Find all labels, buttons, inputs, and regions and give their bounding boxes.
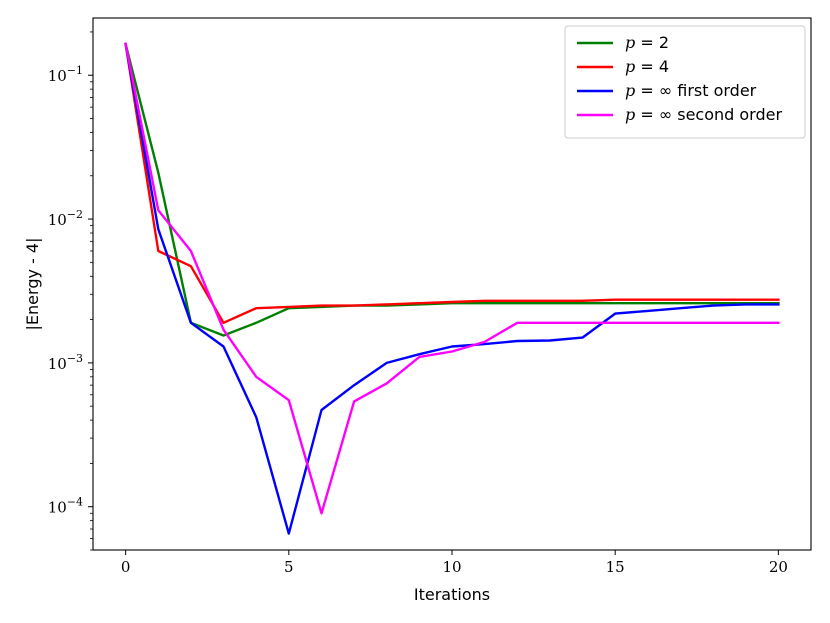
x-tick-label: 5 bbox=[284, 558, 294, 576]
legend: p = 2 p = 4 p = ∞ first order p = ∞ second … bbox=[564, 25, 806, 139]
x-axis-ticks: 0 5 10 15 20 bbox=[121, 550, 788, 576]
x-tick-label: 15 bbox=[606, 558, 625, 576]
legend-label-3: p = ∞ second order bbox=[625, 105, 782, 124]
legend-label-1: p = 4 bbox=[625, 57, 669, 76]
x-tick-label: 0 bbox=[121, 558, 131, 576]
y-tick-label: 10−4 bbox=[48, 496, 83, 517]
y-axis-label: |Energy - 4| bbox=[23, 238, 42, 331]
y-tick-label: 10−3 bbox=[48, 352, 83, 373]
legend-label-0: p = 2 bbox=[625, 33, 669, 52]
x-axis-label: Iterations bbox=[414, 585, 490, 604]
y-axis-ticks: 10−4 10−3 10−2 10−1 bbox=[48, 31, 93, 551]
series-line-2 bbox=[124, 42, 780, 535]
y-tick-label: 10−2 bbox=[48, 208, 83, 229]
x-tick-label: 20 bbox=[769, 558, 788, 576]
y-tick-label: 10−1 bbox=[48, 64, 83, 85]
series-line-3 bbox=[124, 42, 780, 515]
series-line-1 bbox=[124, 42, 780, 324]
series-layer bbox=[124, 42, 780, 535]
x-tick-label: 10 bbox=[442, 558, 461, 576]
legend-label-2: p = ∞ first order bbox=[625, 81, 757, 100]
legend-box bbox=[564, 25, 806, 139]
